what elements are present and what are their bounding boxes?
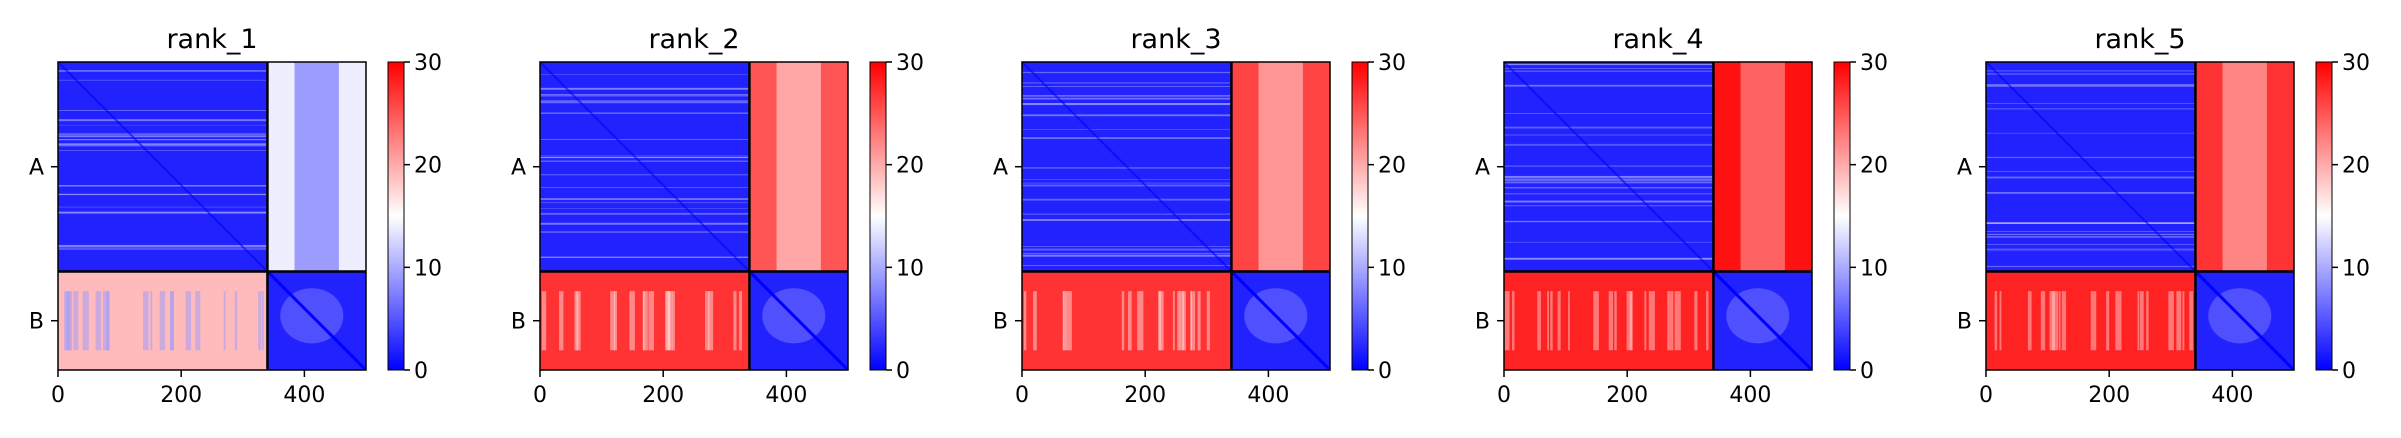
colorbar-tick-label: 0 <box>1860 359 1874 384</box>
panel-title: rank_5 <box>2094 24 2185 55</box>
panel-title: rank_2 <box>648 24 739 55</box>
colorbar-tick-label: 20 <box>1860 154 1888 179</box>
colorbar-tick-label: 0 <box>1378 359 1392 384</box>
y-chain-label: B <box>29 310 44 335</box>
colorbar-tick-label: 10 <box>1378 256 1406 281</box>
x-tick-label: 400 <box>1247 383 1289 408</box>
x-tick-label: 200 <box>642 383 684 408</box>
panel-title: rank_3 <box>1130 24 1221 55</box>
colorbar-tick-label: 30 <box>414 51 442 76</box>
colorbar-tick-label: 20 <box>414 154 442 179</box>
x-tick-label: 200 <box>1124 383 1166 408</box>
x-tick-label: 200 <box>2088 383 2130 408</box>
colorbar: 0 10 20 30 <box>1833 51 1888 384</box>
colorbar-tick-label: 30 <box>1860 51 1888 76</box>
panel-title: rank_1 <box>166 24 257 55</box>
y-chain-label: A <box>511 156 526 181</box>
colorbar-tick-label: 20 <box>2342 154 2370 179</box>
x-tick-label: 200 <box>1606 383 1648 408</box>
colorbar-tick-label: 30 <box>1378 51 1406 76</box>
colorbar-tick-label: 30 <box>2342 51 2370 76</box>
x-tick-label: 200 <box>160 383 202 408</box>
heatmap-cells <box>1504 62 1812 370</box>
heatmap-panel-2: rank_2 0 200 400 A B 0 10 20 30 <box>511 24 924 408</box>
y-chain-label: B <box>1475 310 1490 335</box>
x-tick-label: 0 <box>51 383 65 408</box>
colorbar-tick-label: 20 <box>1378 154 1406 179</box>
colorbar-tick-label: 10 <box>896 256 924 281</box>
colorbar: 0 10 20 30 <box>1351 51 1406 384</box>
plot-frame <box>539 61 849 371</box>
colorbar: 0 10 20 30 <box>869 51 924 384</box>
y-chain-label: A <box>993 156 1008 181</box>
plot-frame <box>1021 61 1331 371</box>
y-chain-label: A <box>1475 156 1490 181</box>
y-chain-label: A <box>1957 156 1972 181</box>
heatmap-panel-4: rank_4 0 200 400 A B 0 10 20 30 <box>1475 24 1888 408</box>
x-tick-label: 0 <box>1979 383 1993 408</box>
colorbar-tick-label: 10 <box>1860 256 1888 281</box>
colorbar-tick-label: 10 <box>2342 256 2370 281</box>
y-chain-label: B <box>1957 310 1972 335</box>
y-chain-label: B <box>993 310 1008 335</box>
heatmap-panel-5: rank_5 0 200 400 A B 0 10 20 30 <box>1957 24 2370 408</box>
heatmap-panel-1: rank_1 0 200 400 A B 0 10 20 30 <box>29 24 442 408</box>
plot-frame <box>1503 61 1813 371</box>
y-chain-label: A <box>29 156 44 181</box>
heatmap-cells <box>58 62 366 370</box>
x-tick-label: 400 <box>765 383 807 408</box>
x-tick-label: 400 <box>283 383 325 408</box>
block-BA <box>1022 271 1232 370</box>
colorbar: 0 10 20 30 <box>387 51 442 384</box>
colorbar: 0 10 20 30 <box>2315 51 2370 384</box>
colorbar-tick-label: 0 <box>414 359 428 384</box>
x-tick-label: 0 <box>1015 383 1029 408</box>
panel-title: rank_4 <box>1612 24 1703 55</box>
heatmap-cells <box>540 62 848 370</box>
x-tick-label: 0 <box>1497 383 1511 408</box>
colorbar-tick-label: 30 <box>896 51 924 76</box>
colorbar-tick-label: 0 <box>896 359 910 384</box>
heatmap-cells <box>1022 62 1330 370</box>
heatmap-cells <box>1986 62 2294 370</box>
colorbar-tick-label: 10 <box>414 256 442 281</box>
colorbar-tick-label: 20 <box>896 154 924 179</box>
x-tick-label: 0 <box>533 383 547 408</box>
plot-frame <box>1985 61 2295 371</box>
plot-frame <box>57 61 367 371</box>
x-tick-label: 400 <box>1729 383 1771 408</box>
x-tick-label: 400 <box>2211 383 2253 408</box>
y-chain-label: B <box>511 310 526 335</box>
colorbar-tick-label: 0 <box>2342 359 2356 384</box>
heatmap-panel-3: rank_3 0 200 400 A B 0 10 20 30 <box>993 24 1406 408</box>
